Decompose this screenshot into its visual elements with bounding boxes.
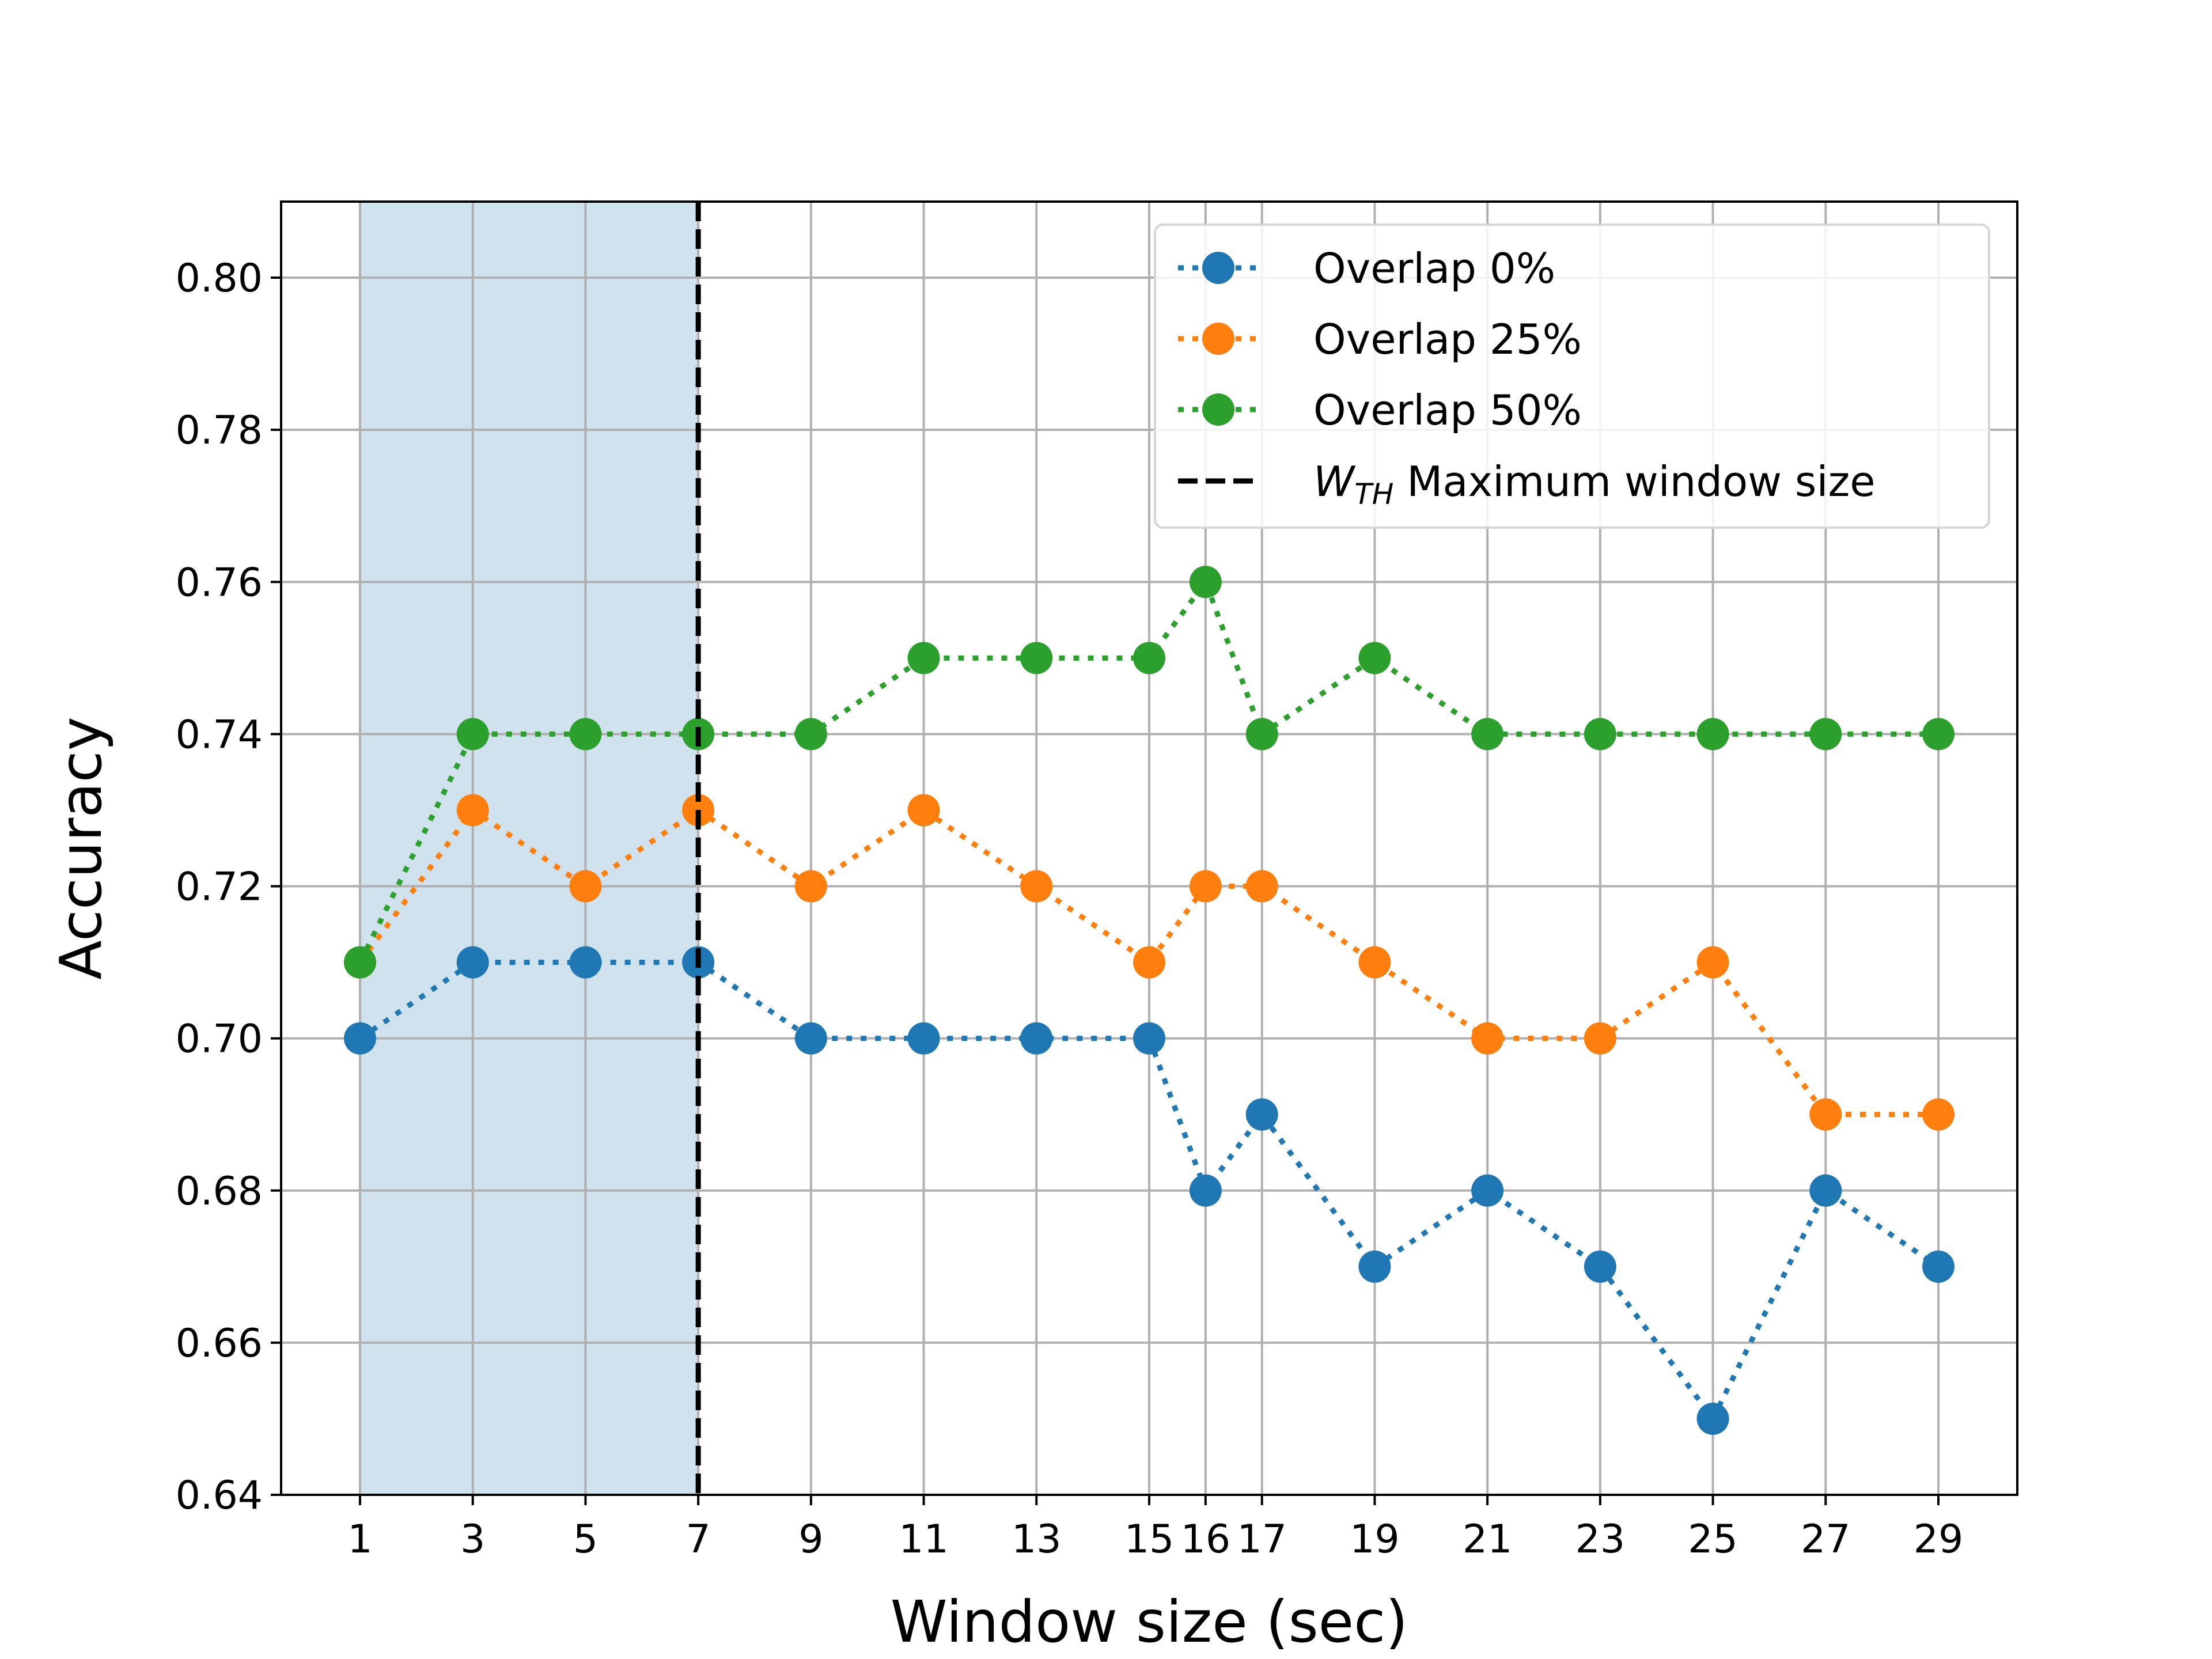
- series-layer: [344, 566, 1955, 1435]
- data-point-series-1: [456, 794, 489, 827]
- data-point-series-1: [569, 870, 602, 903]
- data-point-series-2: [1189, 566, 1222, 599]
- legend-label-threshold-text: Maximum window size: [1393, 457, 1875, 506]
- data-point-series-1: [1584, 1022, 1616, 1055]
- x-tick-label: 13: [1012, 1517, 1062, 1562]
- data-point-series-0: [1245, 1098, 1278, 1131]
- y-tick-label: 0.66: [176, 1321, 263, 1366]
- data-point-series-1: [1922, 1098, 1955, 1131]
- data-point-series-1: [1809, 1098, 1842, 1131]
- legend-label-series-0: Overlap 0%: [1313, 244, 1555, 293]
- x-axis-label: Window size (sec): [891, 1588, 1408, 1656]
- y-tick-label: 0.80: [176, 256, 263, 301]
- data-point-series-1: [1133, 946, 1165, 979]
- data-point-series-2: [456, 718, 489, 751]
- data-point-series-0: [1922, 1250, 1955, 1283]
- y-tick-label: 0.74: [176, 712, 263, 757]
- data-point-series-2: [1358, 642, 1391, 675]
- data-point-series-1: [1245, 870, 1278, 903]
- y-tick-label: 0.78: [176, 408, 263, 453]
- data-point-series-2: [1471, 718, 1504, 751]
- y-tick-label: 0.70: [176, 1017, 263, 1062]
- y-tick-label: 0.72: [176, 865, 263, 910]
- data-point-series-2: [907, 642, 940, 675]
- data-point-series-1: [1020, 870, 1053, 903]
- data-point-series-2: [569, 718, 602, 751]
- x-tick-label: 17: [1237, 1517, 1287, 1562]
- data-point-series-2: [1020, 642, 1053, 675]
- x-tick-label: 23: [1575, 1517, 1626, 1562]
- legend-marker-series-2: [1202, 393, 1234, 426]
- x-tick-label: 7: [686, 1517, 711, 1562]
- data-point-series-2: [1696, 718, 1729, 751]
- data-point-series-1: [1696, 946, 1729, 979]
- data-point-series-0: [907, 1022, 940, 1055]
- x-tick-label: 15: [1124, 1517, 1175, 1562]
- data-point-series-2: [1809, 718, 1842, 751]
- data-point-series-0: [1584, 1250, 1616, 1283]
- y-tick-label: 0.68: [176, 1169, 263, 1214]
- series-line-1: [358, 806, 1938, 1118]
- x-tick-label: 5: [573, 1517, 598, 1562]
- data-point-series-0: [1189, 1174, 1222, 1207]
- data-point-series-0: [1809, 1174, 1842, 1207]
- data-point-series-0: [794, 1022, 827, 1055]
- x-tick-label: 21: [1463, 1517, 1513, 1562]
- legend-label-series-1: Overlap 25%: [1313, 315, 1582, 363]
- data-point-series-2: [794, 718, 827, 751]
- shaded-region-layer: [360, 202, 699, 1495]
- data-point-series-2: [1922, 718, 1955, 751]
- data-point-series-1: [794, 870, 827, 903]
- x-tick-label: 25: [1688, 1517, 1738, 1562]
- legend-box: [1154, 224, 1990, 529]
- y-axis-label: Accuracy: [47, 717, 115, 980]
- x-tick-label: 1: [347, 1517, 372, 1562]
- data-point-series-2: [344, 946, 376, 979]
- data-point-series-0: [1696, 1402, 1729, 1435]
- data-point-series-1: [1189, 870, 1222, 903]
- shaded-region: [360, 202, 699, 1495]
- x-tick-label: 9: [798, 1517, 823, 1562]
- legend-label-threshold-symbol: W: [1313, 457, 1356, 506]
- data-point-series-0: [1133, 1022, 1165, 1055]
- data-point-series-1: [907, 794, 940, 827]
- data-point-series-0: [456, 946, 489, 979]
- tick-layer: 1 3 5 7 9 11 13 15 16 17 19 21 23 25 27 290.640.660.680…: [176, 256, 1964, 1562]
- legend-marker-series-1: [1202, 323, 1234, 355]
- series-line-0: [358, 960, 1940, 1424]
- x-tick-label: 19: [1350, 1517, 1400, 1562]
- data-point-series-0: [1358, 1250, 1391, 1283]
- x-tick-label: 11: [899, 1517, 949, 1562]
- data-point-series-2: [1245, 718, 1278, 751]
- data-point-series-0: [1020, 1022, 1053, 1055]
- legend-label-threshold-subscript: TH: [1354, 478, 1393, 511]
- data-point-series-0: [344, 1022, 376, 1055]
- x-tick-label: 16: [1181, 1517, 1231, 1562]
- y-tick-label: 0.76: [176, 560, 263, 605]
- data-point-series-0: [1471, 1174, 1504, 1207]
- data-point-series-1: [1358, 946, 1391, 979]
- data-point-series-2: [1133, 642, 1165, 675]
- data-point-series-0: [569, 946, 602, 979]
- data-point-series-1: [1471, 1022, 1504, 1055]
- x-tick-label: 29: [1914, 1517, 1964, 1562]
- x-tick-label: 3: [460, 1517, 485, 1562]
- legend-label-threshold: WTH Maximum window size: [1313, 457, 1876, 511]
- legend-label-series-2: Overlap 50%: [1313, 386, 1582, 434]
- x-tick-label: 27: [1801, 1517, 1851, 1562]
- legend-marker-series-0: [1202, 252, 1234, 284]
- y-tick-label: 0.64: [176, 1473, 263, 1518]
- legend: Overlap 0% Overlap 25% Overlap 50% WTH Maxi…: [1154, 224, 1990, 529]
- data-point-series-2: [1584, 718, 1616, 751]
